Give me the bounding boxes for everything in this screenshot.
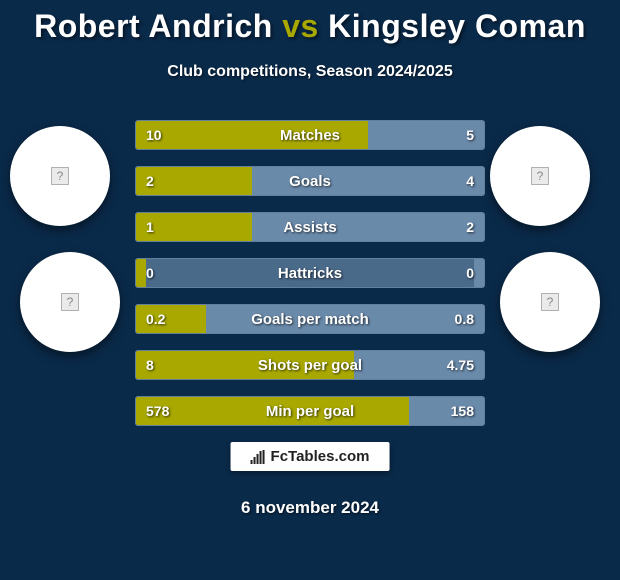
vs-label: vs (282, 8, 319, 44)
stat-row: 105Matches (135, 120, 485, 150)
placeholder-icon: ? (541, 293, 559, 311)
placeholder-icon: ? (61, 293, 79, 311)
stat-value-left: 0 (146, 259, 154, 287)
stat-row: 24Goals (135, 166, 485, 196)
player2-club-logo: ? (500, 252, 600, 352)
stat-bar-right (354, 351, 484, 379)
stat-bar-right (252, 167, 484, 195)
chart-icon (251, 450, 265, 464)
stat-bar-left (136, 397, 409, 425)
brand-text: FcTables.com (271, 448, 370, 465)
subtitle: Club competitions, Season 2024/2025 (0, 63, 620, 81)
page-title: Robert Andrich vs Kingsley Coman (0, 0, 620, 45)
stat-row: 12Assists (135, 212, 485, 242)
stat-bar-right (368, 121, 484, 149)
stat-bar-right (206, 305, 484, 333)
stat-row: 578158Min per goal (135, 396, 485, 426)
stat-row: 84.75Shots per goal (135, 350, 485, 380)
stat-bar-right (474, 259, 484, 287)
stat-bar-right (409, 397, 484, 425)
stat-bar-right (252, 213, 484, 241)
stat-bar-left (136, 259, 146, 287)
date-label: 6 november 2024 (0, 498, 620, 518)
stat-bar-left (136, 167, 252, 195)
player1-club-logo: ? (20, 252, 120, 352)
stat-bar-left (136, 121, 368, 149)
player1-name: Robert Andrich (34, 8, 273, 44)
stat-bar-left (136, 305, 206, 333)
stat-bar-left (136, 213, 252, 241)
stats-bars: 105Matches 24Goals 12Assists 00Hattricks 0.2… (135, 120, 485, 442)
infographic: Robert Andrich vs Kingsley Coman Club co… (0, 0, 620, 580)
footer-brand: FcTables.com (231, 442, 390, 471)
player2-photo: ? (490, 126, 590, 226)
player1-photo: ? (10, 126, 110, 226)
stat-label: Hattricks (136, 259, 484, 287)
stat-row: 0.20.8Goals per match (135, 304, 485, 334)
placeholder-icon: ? (531, 167, 549, 185)
placeholder-icon: ? (51, 167, 69, 185)
player2-name: Kingsley Coman (328, 8, 586, 44)
stat-bar-left (136, 351, 354, 379)
stat-row: 00Hattricks (135, 258, 485, 288)
